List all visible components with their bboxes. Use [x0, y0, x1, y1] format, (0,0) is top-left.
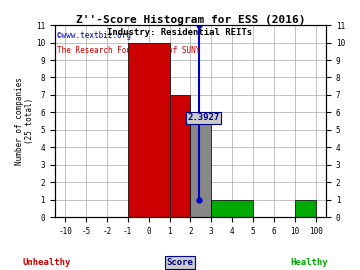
- Bar: [170, 95, 190, 217]
- Bar: [128, 42, 170, 217]
- Text: Score: Score: [167, 258, 193, 267]
- Text: ©www.textbiz.org: ©www.textbiz.org: [58, 31, 131, 40]
- Bar: [190, 113, 211, 217]
- Title: Z''-Score Histogram for ESS (2016): Z''-Score Histogram for ESS (2016): [76, 15, 305, 25]
- Bar: [211, 200, 253, 217]
- Text: Unhealthy: Unhealthy: [23, 258, 71, 267]
- Text: Healthy: Healthy: [291, 258, 328, 267]
- Y-axis label: Number of companies
(25 total): Number of companies (25 total): [15, 77, 35, 165]
- Bar: [295, 200, 316, 217]
- Text: The Research Foundation of SUNY: The Research Foundation of SUNY: [58, 46, 201, 55]
- Text: Industry: Residential REITs: Industry: Residential REITs: [107, 28, 253, 37]
- Text: 2.3927: 2.3927: [187, 113, 219, 122]
